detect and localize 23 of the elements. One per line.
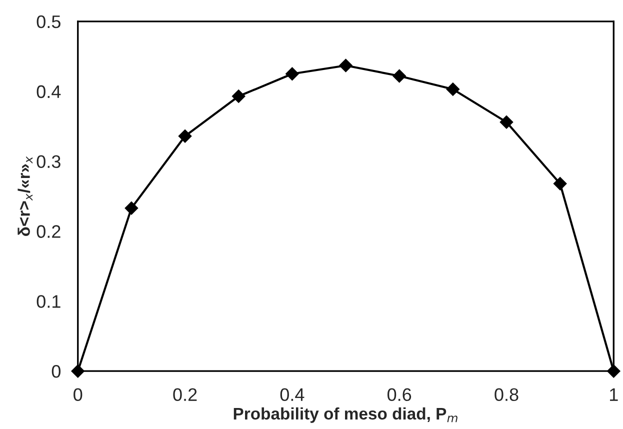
x-tick-label: 0.2: [173, 388, 197, 402]
point: [553, 177, 567, 190]
x-tick-label: 0: [74, 388, 82, 402]
point: [232, 90, 246, 103]
y-tick-label: 0.4: [36, 85, 61, 98]
point: [124, 202, 138, 215]
y-tick-label: 0.2: [36, 225, 60, 238]
point: [286, 67, 299, 80]
x-tick-label: 0.4: [280, 388, 304, 402]
x-tick-label: 1: [610, 388, 618, 401]
y-axis-title: δ<r>$_{x}$/«r»$_{x}$: [18, 156, 33, 236]
point: [392, 69, 406, 83]
y-tick-label: 0.1: [36, 295, 60, 308]
point: [339, 58, 352, 72]
y-tick-label: 0.3: [36, 155, 60, 168]
y-tick-label: 0.5: [36, 15, 60, 28]
x-axis-title: Probability of meso diad, P$_{m}$: [234, 407, 458, 423]
x-tick-label: 0.6: [388, 388, 412, 402]
point: [178, 130, 192, 143]
point: [446, 82, 460, 96]
x-tick-label: 0.8: [494, 388, 518, 402]
y-tick-label: 0: [52, 365, 61, 378]
point: [500, 116, 514, 129]
